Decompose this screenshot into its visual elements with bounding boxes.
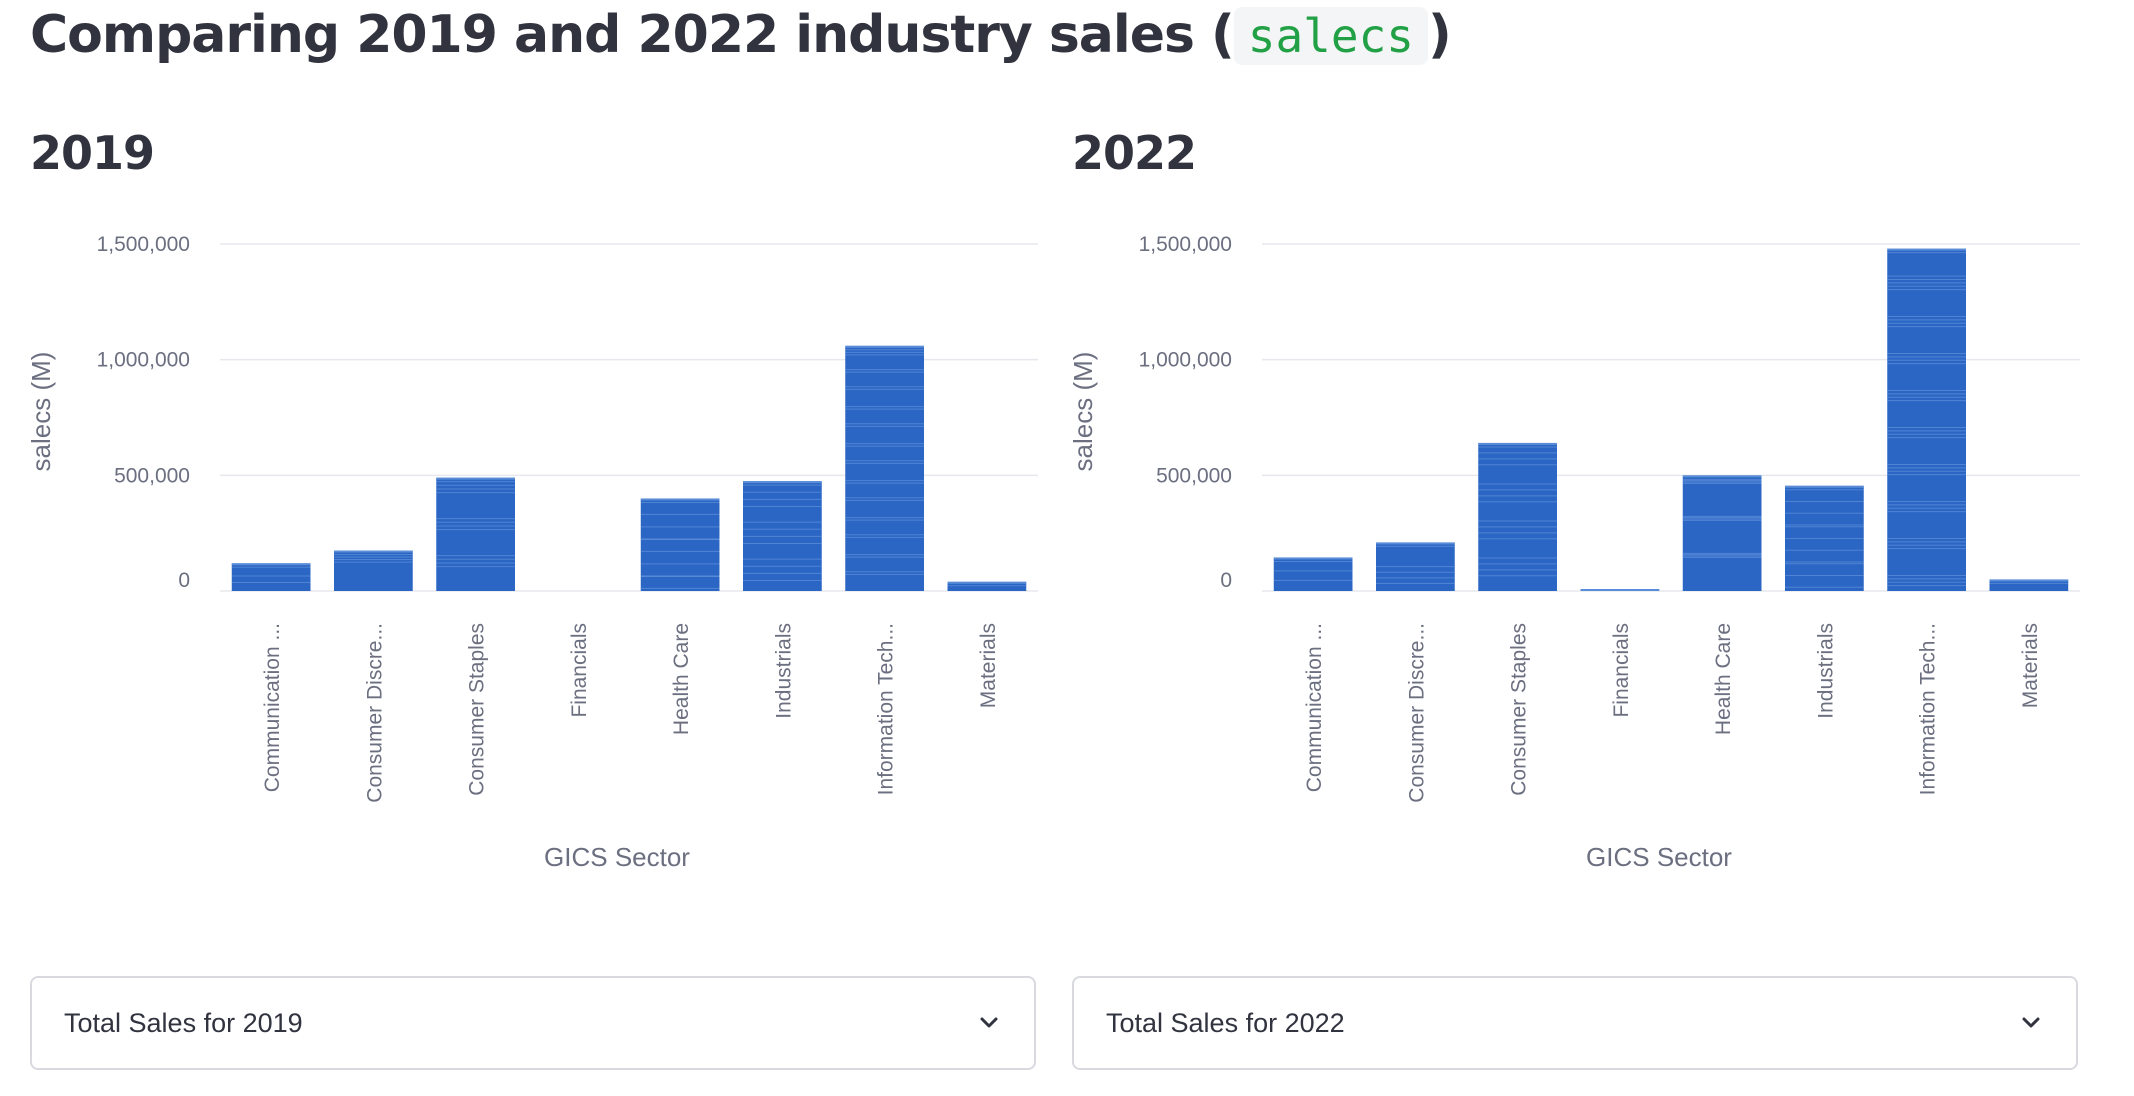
bar-cap (1682, 475, 1762, 478)
y-tick-label: 0 (178, 569, 190, 592)
page-title: Comparing 2019 and 2022 industry sales (… (30, 0, 1452, 70)
bar (1273, 557, 1353, 591)
bar-cap (334, 550, 413, 553)
x-tick-label: Information Tech... (875, 623, 898, 795)
bar-cap (845, 345, 924, 348)
page-title-text: Comparing 2019 and 2022 industry sales ( (30, 5, 1235, 65)
bar-group (231, 563, 311, 591)
bar-cap (231, 563, 311, 566)
x-tick-label: Financials (568, 623, 591, 718)
bar (640, 498, 720, 591)
x-tick-label: Communication ... (261, 623, 284, 792)
bar-cap (640, 498, 720, 501)
x-tick-label: Health Care (670, 623, 693, 735)
x-tick-label: Consumer Staples (1508, 623, 1531, 796)
panel-2019: 2019 0 500,000 1,000,000 1,500,000 Communica… (26, 0, 1040, 1096)
x-tick-label: Information Tech... (1917, 623, 1940, 795)
x-tick-label: Consumer Discre... (1405, 623, 1428, 803)
y-tick-label: 1,500,000 (97, 233, 190, 256)
bar-cap (1580, 589, 1660, 591)
y-axis-title: salecs (M) (26, 352, 56, 472)
x-tick-label: Materials (977, 623, 1000, 708)
bar (947, 581, 1027, 591)
bar-cap (743, 481, 822, 484)
y-axis-title: salecs (M) (1068, 352, 1098, 472)
y-tick-label: 500,000 (1156, 464, 1232, 487)
x-tick-label: Materials (2019, 623, 2042, 708)
bar (1989, 579, 2069, 591)
y-tick-label: 1,000,000 (1139, 349, 1232, 372)
x-axis-title: GICS Sector (544, 842, 690, 872)
bar-cap (1785, 485, 1864, 488)
bar-cap (1887, 248, 1966, 251)
x-axis-title: GICS Sector (1586, 842, 1732, 872)
bar (1682, 475, 1762, 591)
page-title-code: salecs (1233, 7, 1428, 65)
bar-cap (947, 581, 1027, 584)
panel-heading: 2022 (1072, 126, 1197, 180)
bar-chart-2022: 0 500,000 1,000,000 1,500,000 Communication … (1068, 233, 2080, 872)
bar-group (436, 477, 515, 591)
chevron-down-icon (974, 1008, 1004, 1038)
bar-group (1887, 248, 1966, 592)
bar-group (947, 581, 1027, 591)
y-tick-label: 500,000 (114, 464, 190, 487)
y-tick-label: 0 (1220, 569, 1232, 592)
bar (1478, 442, 1557, 591)
bar-group (640, 498, 720, 591)
bar-cap (1273, 557, 1353, 560)
bar-group (1989, 579, 2069, 591)
bar-cap (1989, 579, 2069, 582)
bar (1887, 248, 1966, 592)
expander-label: Total Sales for 2019 (64, 1007, 303, 1038)
bar-cap (1376, 542, 1455, 545)
bar-group (1580, 589, 1660, 591)
panel-2022: 2022 0 500,000 1,000,000 1,500,000 Communica… (1068, 0, 2082, 1096)
x-tick-label: Consumer Staples (466, 623, 489, 796)
x-tick-label: Consumer Discre... (363, 623, 386, 803)
bar-group (845, 345, 924, 591)
bar-group (1376, 542, 1455, 591)
bar-chart-2019: 0 500,000 1,000,000 1,500,000 Communication … (26, 233, 1038, 872)
expander-total-sales-2022[interactable]: Total Sales for 2022 (1072, 976, 2078, 1070)
x-tick-label: Health Care (1712, 623, 1735, 735)
bar-group (743, 481, 822, 591)
x-tick-label: Communication ... (1303, 623, 1326, 792)
bar-cap (436, 477, 515, 480)
bar-cap (1478, 442, 1557, 445)
bar-group (1682, 475, 1762, 591)
x-tick-label: Industrials (772, 623, 795, 719)
bar (231, 563, 311, 591)
bar-group (1785, 485, 1864, 591)
y-tick-label: 1,500,000 (1139, 233, 1232, 256)
expander-total-sales-2019[interactable]: Total Sales for 2019 (30, 976, 1036, 1070)
y-tick-label: 1,000,000 (97, 349, 190, 372)
x-tick-label: Financials (1610, 623, 1633, 718)
expander-label: Total Sales for 2022 (1106, 1007, 1345, 1038)
panel-heading: 2019 (30, 126, 155, 180)
bar-group (1273, 557, 1353, 591)
bar (436, 477, 515, 591)
bar-group (334, 550, 413, 591)
page-title-suffix: ) (1427, 5, 1452, 65)
bar-group (1478, 442, 1557, 591)
x-tick-label: Industrials (1814, 623, 1837, 719)
chevron-down-icon (2016, 1008, 2046, 1038)
